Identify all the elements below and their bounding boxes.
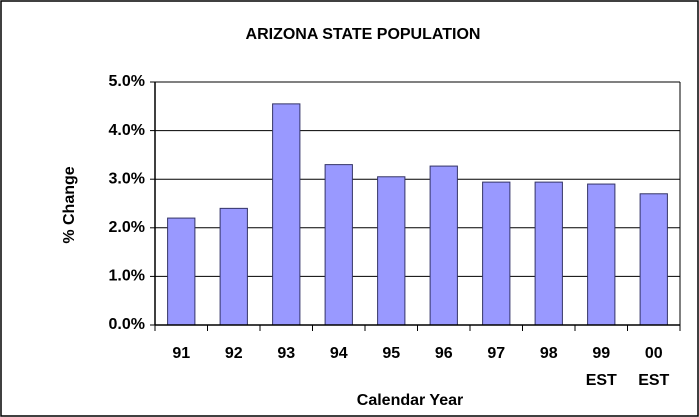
x-tick-label: 97 <box>487 345 506 362</box>
x-tick-label: 91 <box>172 345 191 362</box>
y-axis-label: % Change <box>61 166 78 243</box>
bar <box>429 165 458 326</box>
y-tick-label: 2.0% <box>109 219 145 236</box>
bar <box>482 181 511 326</box>
x-tick-label: 94 <box>329 345 348 362</box>
y-tick-label: 4.0% <box>109 122 145 139</box>
y-tick-label: 3.0% <box>109 170 145 187</box>
x-tick-label: 00 EST <box>638 345 670 389</box>
x-axis-label: Calendar Year <box>357 392 463 409</box>
y-tick-label: 1.0% <box>109 268 145 285</box>
bar <box>324 164 353 326</box>
bar <box>587 183 616 326</box>
x-tick-label: 96 <box>434 345 453 362</box>
bar <box>272 103 301 326</box>
x-tick-label: 92 <box>224 345 243 362</box>
x-tick-label: 99 EST <box>585 345 617 389</box>
chart-title: ARIZONA STATE POPULATION <box>246 26 481 43</box>
bar <box>639 193 668 326</box>
bar <box>534 181 563 326</box>
y-tick-label: 5.0% <box>109 73 145 90</box>
y-tick-label: 0.0% <box>109 316 145 333</box>
x-tick-label: 93 <box>277 345 296 362</box>
x-tick-label: 98 <box>539 345 558 362</box>
x-tick-label: 95 <box>382 345 401 362</box>
bar <box>377 176 406 326</box>
bar <box>167 217 196 326</box>
bar <box>219 207 248 326</box>
